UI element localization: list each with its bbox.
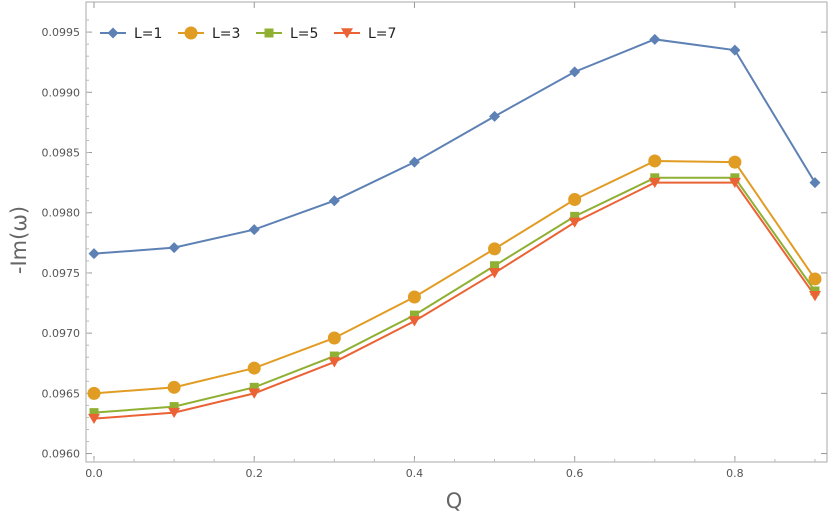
x-tick-label: 0.8 <box>726 467 744 480</box>
data-point <box>328 357 341 368</box>
data-point <box>328 195 340 207</box>
data-point <box>408 156 420 168</box>
data-point <box>169 402 179 412</box>
data-point <box>407 290 421 304</box>
data-point <box>648 154 662 168</box>
legend-marker <box>107 27 119 39</box>
series-line-1 <box>93 159 816 395</box>
series-line-0 <box>93 38 816 255</box>
data-point <box>650 173 660 183</box>
data-point <box>168 242 180 254</box>
x-tick-label: 0.6 <box>566 467 584 480</box>
data-point <box>247 361 261 375</box>
data-point <box>729 44 741 56</box>
y-tick-label: 0.0995 <box>42 26 81 39</box>
data-point <box>808 272 822 286</box>
legend-label: L=1 <box>134 26 162 42</box>
data-point <box>248 388 261 399</box>
data-point <box>408 316 421 327</box>
plot-border <box>85 1 828 463</box>
data-point <box>89 408 99 418</box>
legend-label: L=7 <box>368 26 396 42</box>
legend-label: L=5 <box>290 26 318 42</box>
data-point <box>648 177 661 189</box>
data-point <box>488 242 502 256</box>
data-point <box>730 173 740 183</box>
y-axis-ticks: 0.0960 0.0965 0.0970 0.0975 0.0980 0.0985 0.09… <box>42 19 827 461</box>
data-point <box>728 177 741 189</box>
data-point <box>248 224 260 236</box>
x-axis-ticks: 0.0 0.2 0.4 0.6 0.8 <box>85 2 816 480</box>
y-tick-label: 0.0970 <box>42 327 81 340</box>
legend: L=1 L=3 L=5 L=7 <box>100 26 396 42</box>
data-point <box>490 261 500 271</box>
legend-marker <box>264 28 274 38</box>
y-axis-title: -Im(ω) <box>7 206 31 274</box>
x-tick-label: 0.0 <box>85 467 103 480</box>
y-tick-label: 0.0965 <box>42 387 81 400</box>
data-point <box>810 286 820 296</box>
data-point <box>568 217 581 228</box>
data-point <box>808 291 821 302</box>
data-point <box>570 211 580 221</box>
plot-frame <box>85 1 828 463</box>
series-line-3 <box>93 181 816 420</box>
data-point <box>568 192 582 206</box>
legend-marker <box>184 26 198 40</box>
data-point <box>728 155 742 169</box>
data-point <box>327 331 341 345</box>
data-point <box>88 248 100 260</box>
x-tick-label: 0.2 <box>245 467 263 480</box>
legend-label: L=3 <box>212 26 240 42</box>
series-markers <box>87 33 822 425</box>
legend-marker <box>341 28 353 39</box>
data-point <box>329 351 339 361</box>
data-point <box>249 382 259 392</box>
data-point <box>409 310 419 320</box>
data-point <box>649 33 661 45</box>
data-point <box>489 110 501 122</box>
y-tick-label: 0.0980 <box>42 207 81 220</box>
data-point <box>809 177 821 189</box>
x-tick-label: 0.4 <box>406 467 424 480</box>
data-point <box>88 413 101 425</box>
data-point <box>569 66 581 78</box>
data-point <box>167 380 181 394</box>
y-tick-label: 0.0960 <box>42 448 81 461</box>
y-tick-label: 0.0975 <box>42 267 81 280</box>
series-line-2 <box>93 176 816 414</box>
y-tick-label: 0.0990 <box>42 86 81 99</box>
series-lines <box>93 38 816 420</box>
data-point <box>87 386 101 400</box>
data-point <box>488 268 501 279</box>
x-axis-title: Q <box>446 489 463 513</box>
y-tick-label: 0.0985 <box>42 147 81 160</box>
data-point <box>168 407 181 419</box>
